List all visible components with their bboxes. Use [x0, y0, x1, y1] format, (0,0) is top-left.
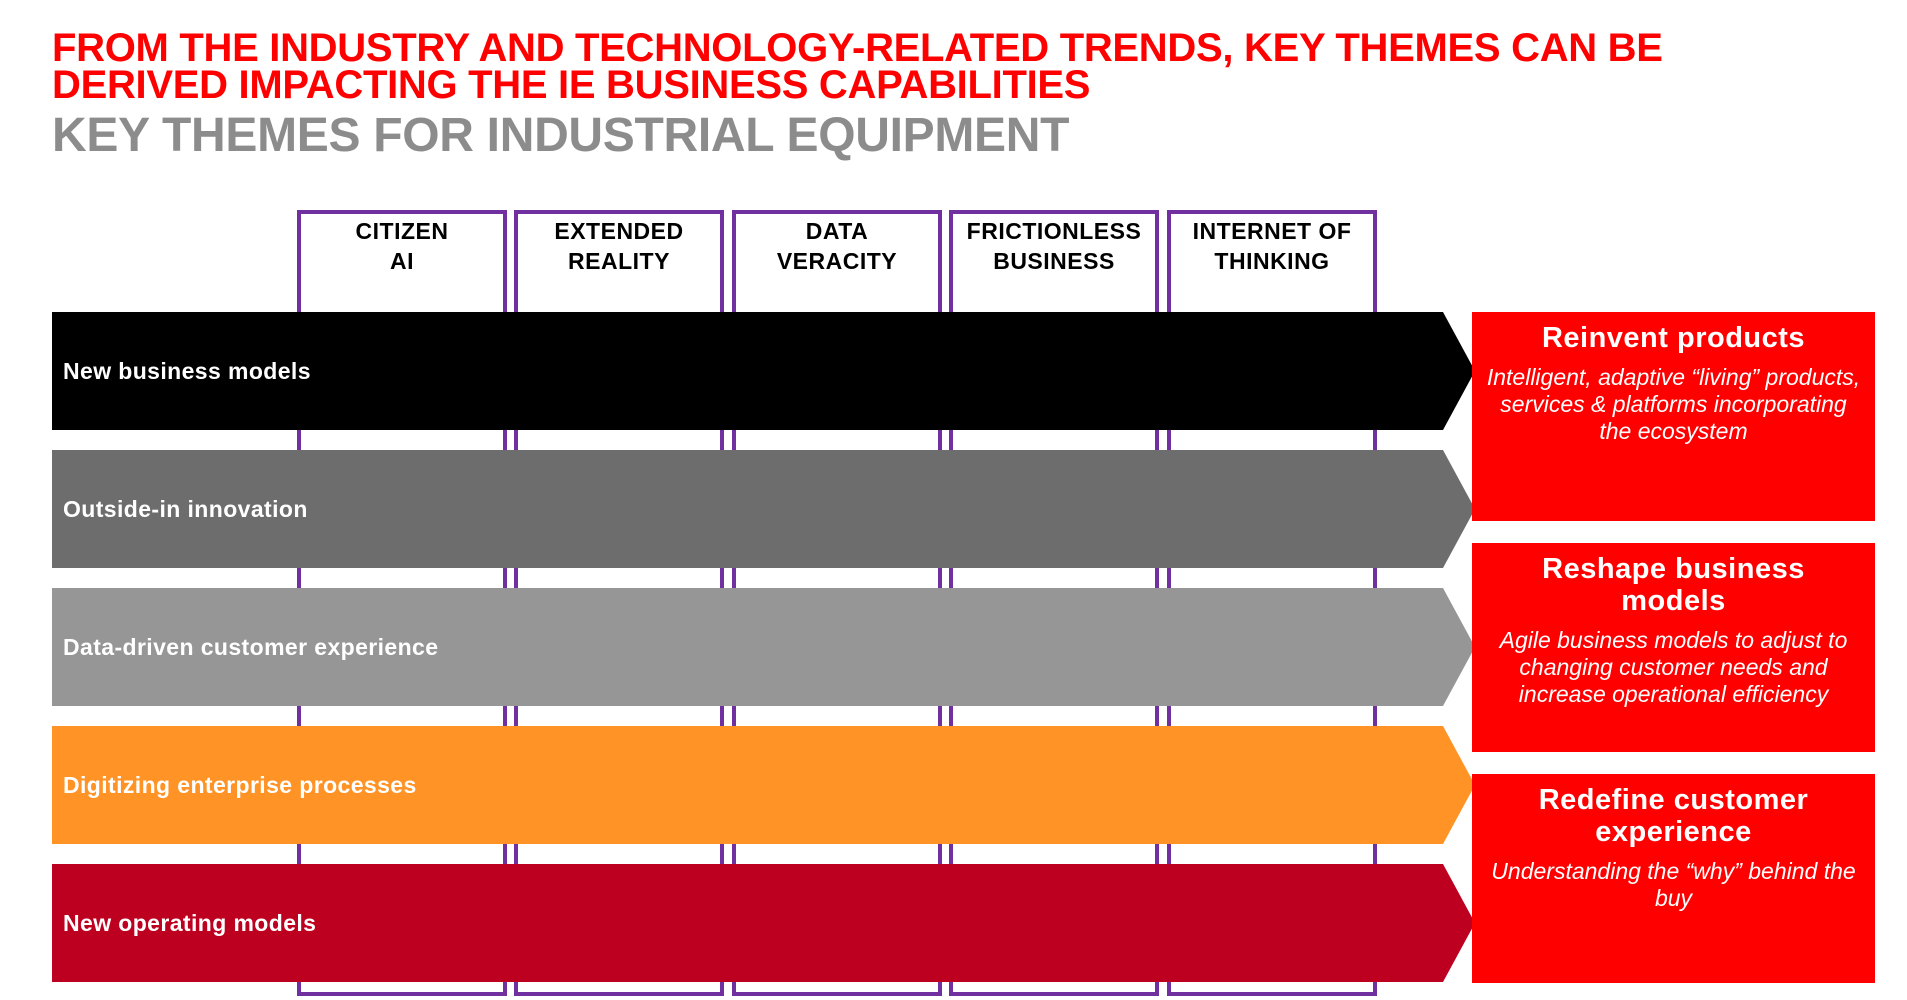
outcome-box-reshape-business-models: Reshape business models Agile business m… — [1472, 543, 1875, 752]
outcome-box-redefine-customer-experience: Redefine customer experience Understandi… — [1472, 774, 1875, 983]
outcome-title: Redefine customer experience — [1538, 784, 1809, 848]
theme-label: Data-driven customer experience — [63, 633, 439, 660]
slide-title: FROM THE INDUSTRY AND TECHNOLOGY-RELATED… — [52, 26, 1663, 107]
outcome-title: Reshape business models — [1542, 553, 1805, 617]
column-header-frictionless-business: FRICTIONLESS BUSINESS — [966, 218, 1142, 274]
outcome-description: Agile business models to adjust to chang… — [1499, 627, 1848, 707]
slide-subtitle: KEY THEMES FOR INDUSTRIAL EQUIPMENT — [52, 109, 1070, 162]
theme-label: New business models — [63, 357, 311, 384]
theme-arrow-new-business-models: New business models — [52, 312, 1475, 430]
outcome-description: Understanding the “why” behind the buy — [1491, 858, 1856, 911]
column-header-extended-reality: EXTENDED REALITY — [554, 218, 684, 274]
theme-label: Outside-in innovation — [63, 495, 308, 522]
column-header-data-veracity: DATA VERACITY — [776, 218, 898, 274]
column-header-citizen-ai: CITIZEN AI — [355, 218, 449, 274]
theme-arrow-new-operating-models: New operating models — [52, 864, 1475, 982]
outcome-box-reinvent-products: Reinvent products Intelligent, adaptive … — [1472, 312, 1875, 521]
theme-arrow-digitizing-enterprise-processes: Digitizing enterprise processes — [52, 726, 1475, 844]
theme-arrow-outside-in-innovation: Outside-in innovation — [52, 450, 1475, 568]
theme-arrow-data-driven-customer-experience: Data-driven customer experience — [52, 588, 1475, 706]
outcome-description: Intelligent, adaptive “living” products,… — [1486, 364, 1861, 444]
theme-label: Digitizing enterprise processes — [63, 771, 417, 798]
theme-label: New operating models — [63, 909, 317, 936]
outcome-title: Reinvent products — [1541, 322, 1806, 354]
column-header-internet-of-thinking: INTERNET OF THINKING — [1192, 218, 1352, 274]
